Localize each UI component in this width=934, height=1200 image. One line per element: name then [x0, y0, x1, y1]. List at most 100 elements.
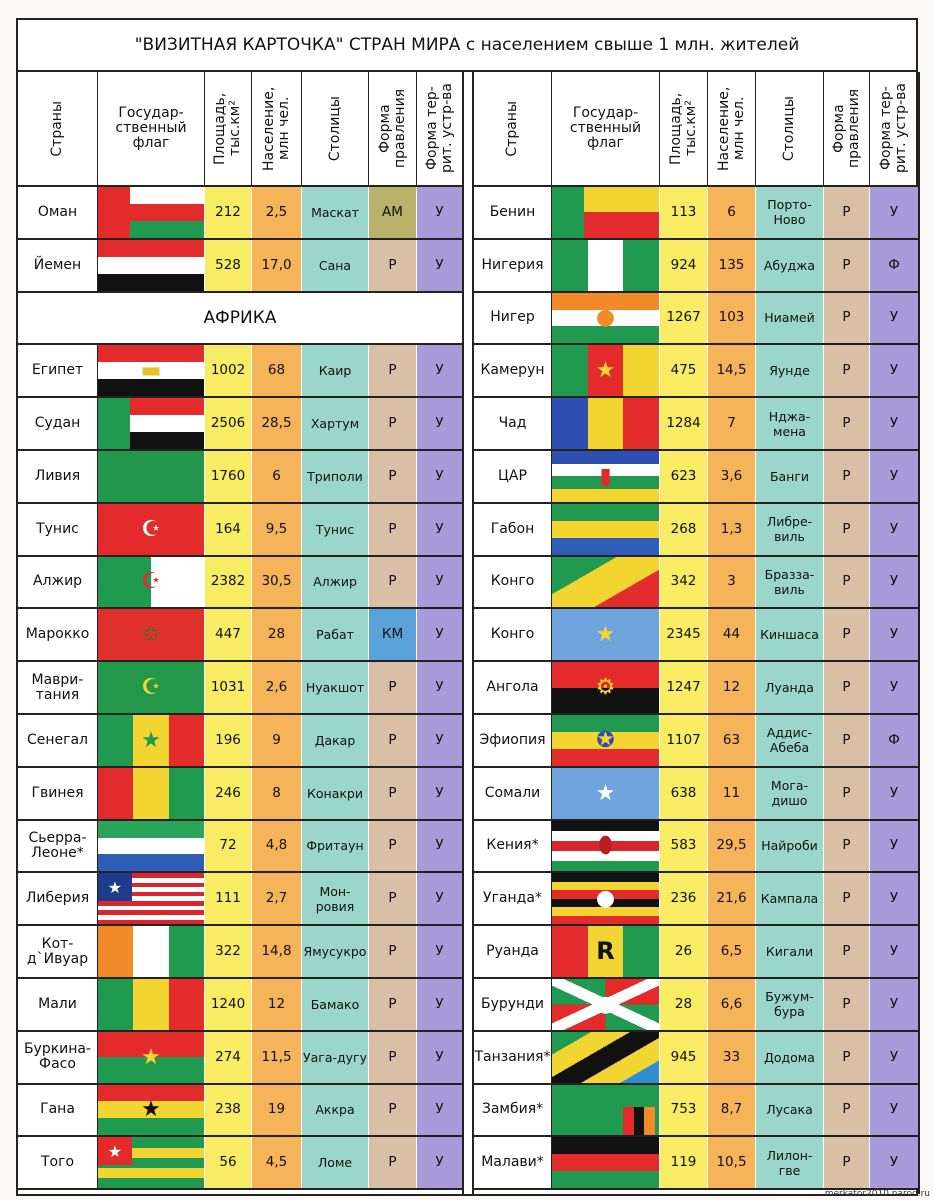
table-row: Руанда R 26 6,5 Кигали Р У — [474, 926, 918, 979]
territorial-structure-value: У — [417, 767, 462, 819]
government-form-value: Р — [824, 187, 870, 238]
table-row: Нигерия 924 135 Абуджа Р Ф — [474, 239, 918, 293]
population-value: 135 — [708, 239, 756, 291]
population-value: 8 — [252, 767, 302, 819]
population-value: 2,5 — [252, 187, 302, 238]
flag-image — [552, 714, 659, 766]
country-name: Буркина-Фасо — [18, 1031, 98, 1083]
table-row: Сомали ★ 638 11 Мога-дишо Р У — [474, 767, 918, 821]
header-population: Население, млн чел. — [252, 72, 302, 185]
flag-image — [98, 767, 204, 819]
territorial-structure-value: У — [870, 820, 918, 872]
table-row: Египет ▬ 1002 68 Каир Р У — [18, 345, 462, 399]
government-form-value: Р — [369, 820, 417, 872]
capital-name: Нджа-мена — [756, 398, 824, 449]
flag-cell — [98, 450, 205, 502]
flag-emblem-icon: ● — [595, 305, 616, 331]
area-value: 2382 — [205, 556, 252, 608]
capital-name: Триполи — [302, 450, 369, 502]
flag-cell: ● — [552, 978, 660, 1030]
flag-cell: ★ — [98, 714, 205, 766]
header-capital: Столицы — [302, 72, 369, 185]
header-country-label: Страны — [49, 100, 65, 157]
territorial-structure-value: У — [417, 345, 462, 397]
population-value: 3,6 — [708, 450, 756, 502]
capital-name: Ямусукро — [302, 926, 369, 977]
header-capital-label: Столицы — [781, 95, 797, 162]
header-country-label: Страны — [504, 100, 520, 157]
population-value: 2,6 — [252, 662, 302, 713]
population-value: 10,5 — [708, 1137, 756, 1189]
flag-cell — [98, 398, 205, 449]
government-form-value: Р — [369, 1137, 417, 1189]
government-form-value: Р — [369, 978, 417, 1030]
flag-image — [552, 292, 659, 344]
flag-cell — [98, 767, 205, 819]
countries-table: "ВИЗИТНАЯ КАРТОЧКА" СТРАН МИРА с населен… — [16, 18, 920, 1196]
flag-cell: ★ — [98, 1084, 205, 1136]
flag-image — [98, 1084, 204, 1136]
country-name: Йемен — [18, 239, 98, 291]
flag-cell: ★ — [98, 1031, 205, 1083]
population-value: 6 — [252, 450, 302, 502]
territorial-structure-value: У — [417, 1084, 462, 1136]
flag-emblem-icon: ● — [595, 886, 616, 912]
country-name: Кот-д`Ивуар — [18, 926, 98, 977]
population-value: 63 — [708, 714, 756, 766]
flag-image — [552, 556, 659, 608]
flag-cell: ★ — [98, 873, 205, 925]
flag-emblem-icon: ★ — [141, 1044, 161, 1070]
government-form-value: Р — [824, 926, 870, 977]
population-value: 33 — [708, 1031, 756, 1083]
flag-image — [98, 345, 204, 397]
government-form-value: Р — [824, 398, 870, 449]
flag-cell: ☪ — [98, 503, 205, 555]
country-name: Бурунди — [474, 978, 552, 1030]
capital-name: Бамако — [302, 978, 369, 1030]
flag-cell: ● — [552, 873, 660, 925]
country-name: Египет — [18, 345, 98, 397]
flag-image — [98, 662, 204, 713]
country-name: Эфиопия — [474, 714, 552, 766]
header-flag: Государ-ственный флаг — [552, 72, 660, 185]
population-value: 30,5 — [252, 556, 302, 608]
government-form-value: Р — [369, 926, 417, 977]
area-value: 447 — [205, 609, 252, 661]
flag-image — [98, 503, 204, 555]
population-value: 12 — [252, 978, 302, 1030]
table-row: Нигер ● 1267 103 Ниамей Р У — [474, 292, 918, 346]
area-value: 623 — [660, 450, 708, 502]
territorial-structure-value: У — [870, 662, 918, 713]
population-value: 21,6 — [708, 873, 756, 925]
capital-name: Мога-дишо — [756, 767, 824, 819]
header-area-label: Площадь, тыс.км² — [667, 92, 699, 165]
territorial-structure-value: У — [870, 926, 918, 977]
government-form-value: Р — [824, 450, 870, 502]
area-value: 119 — [660, 1137, 708, 1189]
flag-cell: ▮ — [552, 450, 660, 502]
table-row: Сьерра-Леоне* 72 4,8 Фритаун Р У — [18, 820, 462, 874]
area-value: 236 — [660, 873, 708, 925]
capital-name: Уага-дугу — [302, 1031, 369, 1083]
table-row: Камерун ★ 475 14,5 Яунде Р У — [474, 345, 918, 399]
area-value: 28 — [660, 978, 708, 1030]
country-name: Сьерра-Леоне* — [18, 820, 98, 872]
population-value: 11,5 — [252, 1031, 302, 1083]
flag-cell — [98, 978, 205, 1030]
flag-cell: ☪ — [98, 556, 205, 608]
flag-cell: ⚙ — [552, 662, 660, 713]
country-name: Судан — [18, 398, 98, 449]
table-title: "ВИЗИТНАЯ КАРТОЧКА" СТРАН МИРА с населен… — [18, 20, 916, 72]
flag-image — [552, 662, 659, 713]
area-value: 246 — [205, 767, 252, 819]
capital-name: Алжир — [302, 556, 369, 608]
country-name: Алжир — [18, 556, 98, 608]
population-value: 6,6 — [708, 978, 756, 1030]
header-flag-label: Государ-ственный флаг — [569, 105, 642, 151]
flag-emblem-icon: ▬ — [140, 358, 162, 384]
government-form-value: Р — [824, 292, 870, 344]
flag-image — [552, 398, 659, 449]
header-territorial-structure-label: Форма тер-рит. устр-ва — [878, 83, 909, 174]
government-form-value: Р — [369, 662, 417, 713]
flag-cell: ✪ — [552, 714, 660, 766]
